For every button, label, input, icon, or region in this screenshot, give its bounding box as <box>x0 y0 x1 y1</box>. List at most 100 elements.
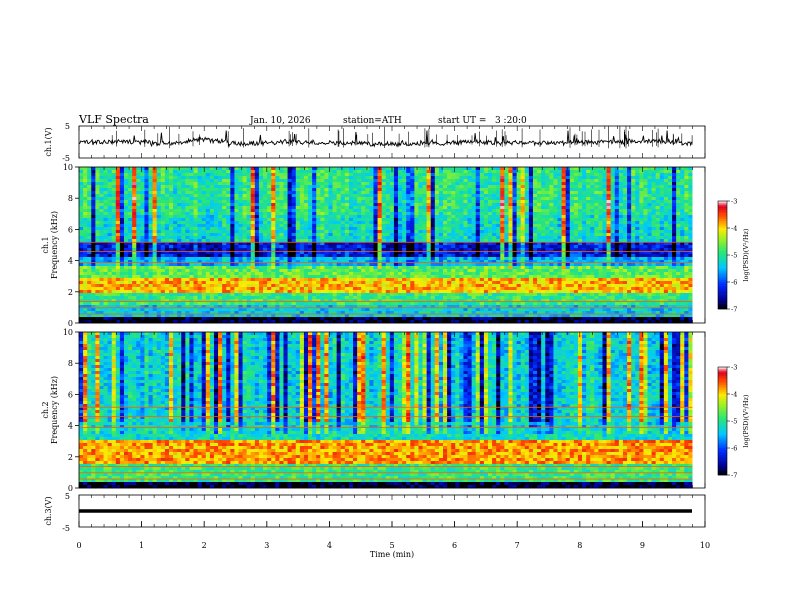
spectrogram-cell <box>83 239 88 243</box>
spectrogram-cell <box>532 206 538 210</box>
spectrogram-cell <box>389 206 395 210</box>
spectrogram-cell <box>385 224 391 228</box>
spectrogram-cell <box>500 191 505 195</box>
spectrogram-cell <box>528 197 534 201</box>
spectrogram-cell <box>418 224 423 228</box>
spectrogram-cell <box>357 263 362 267</box>
spectrogram-cell <box>434 173 440 177</box>
spectrogram-cell <box>684 233 689 237</box>
spectrogram-cell <box>385 251 391 255</box>
spectrogram-cell <box>528 188 534 192</box>
spectrogram-cell <box>471 245 477 249</box>
spectrogram-cell <box>148 245 154 249</box>
spectrogram-cell <box>631 224 636 228</box>
spectrogram-cell <box>332 203 338 207</box>
spectrogram-cell <box>504 230 509 234</box>
spectrogram-cell <box>332 212 338 216</box>
spectrogram-cell <box>222 251 227 255</box>
spectrogram-cell <box>357 212 362 216</box>
spectrogram-cell <box>389 233 395 237</box>
spectrogram-cell <box>115 227 121 231</box>
spectrogram-cell <box>79 179 84 183</box>
spectrogram-cell <box>275 257 280 261</box>
spectrogram-cell <box>238 218 243 222</box>
spectrogram-cell <box>582 206 587 210</box>
spectrogram-cell <box>635 233 640 237</box>
spectrogram-cell <box>385 170 391 174</box>
spectrogram-cell <box>643 188 648 192</box>
spectrogram-cell <box>377 218 383 222</box>
spectrogram-cell <box>438 167 444 171</box>
spectrogram-cell <box>655 230 661 234</box>
spectrogram-cell <box>148 182 154 186</box>
spectrogram-cell <box>561 218 567 222</box>
spectrogram-cell <box>418 206 423 210</box>
spectrogram-cell <box>189 251 194 255</box>
spectrogram-cell <box>663 179 669 183</box>
spectrogram-cell <box>308 191 313 195</box>
spectrogram-cell <box>312 257 317 261</box>
spectrogram-cell <box>492 248 497 252</box>
spectrogram-cell <box>631 206 636 210</box>
spectrogram-cell <box>537 212 542 216</box>
spectrogram-cell <box>627 167 632 171</box>
spectrogram-cell <box>459 176 464 180</box>
spectrogram-cell <box>279 260 284 264</box>
spectrogram-cell <box>443 233 448 237</box>
spectrogram-cell <box>324 239 329 243</box>
spectrogram-cell <box>271 260 276 264</box>
spectrogram-cell <box>185 242 190 246</box>
spectrogram-cell <box>218 194 223 198</box>
spectrogram-cell <box>627 248 632 252</box>
spectrogram-cell <box>504 209 509 213</box>
spectrogram-cell <box>586 233 591 237</box>
spectrogram-cell <box>267 179 272 183</box>
spectrogram-cell <box>312 200 317 204</box>
spectrogram-cell <box>316 263 321 267</box>
spectrogram-cell <box>545 263 550 267</box>
spectrogram-cell <box>500 239 505 243</box>
spectrogram-cell <box>230 188 235 192</box>
spectrogram-cell <box>643 239 648 243</box>
spectrogram-cell <box>303 182 309 186</box>
spectrogram-cell <box>496 233 501 237</box>
spectrogram-cell <box>144 197 149 201</box>
spectrogram-cell <box>393 230 399 234</box>
spectrogram-cell <box>201 182 207 186</box>
spectrogram-cell <box>173 170 178 174</box>
spectrogram-cell <box>79 227 84 231</box>
spectrogram-cell <box>87 197 92 201</box>
spectrogram-cell <box>128 245 133 249</box>
spectrogram-cell <box>250 215 256 219</box>
spectrogram-cell <box>254 203 260 207</box>
spectrogram-cell <box>492 227 497 231</box>
spectrogram-cell <box>332 200 338 204</box>
spectrogram-cell <box>647 167 652 171</box>
spectrogram-cell <box>316 260 321 264</box>
spectrogram-cell <box>320 191 325 195</box>
spectrogram-cell <box>688 170 693 174</box>
spectrogram-cell <box>471 251 477 255</box>
spectrogram-cell <box>132 251 137 255</box>
spectrogram-cell <box>569 188 575 192</box>
spectrogram-cell <box>680 170 685 174</box>
spectrogram-cell <box>528 218 534 222</box>
spectrogram-cell <box>475 239 481 243</box>
spectrogram-cell <box>557 245 562 249</box>
spectrogram-cell <box>528 167 534 171</box>
spectrogram-cell <box>430 179 436 183</box>
spectrogram-cell <box>381 215 387 219</box>
spectrogram-cell <box>189 182 194 186</box>
spectrogram-cell <box>631 176 636 180</box>
spectrogram-cell <box>267 218 272 222</box>
spectrogram-cell <box>389 191 395 195</box>
spectrogram-cell <box>667 239 673 243</box>
spectrogram-cell <box>447 182 452 186</box>
spectrogram-cell <box>99 200 104 204</box>
spectrogram-cell <box>197 257 203 261</box>
spectrogram-cell <box>287 224 293 228</box>
spectrogram-cell <box>430 242 436 246</box>
spectrogram-cell <box>410 221 415 225</box>
spectrogram-cell <box>475 188 481 192</box>
spectrogram-cell <box>123 173 129 177</box>
